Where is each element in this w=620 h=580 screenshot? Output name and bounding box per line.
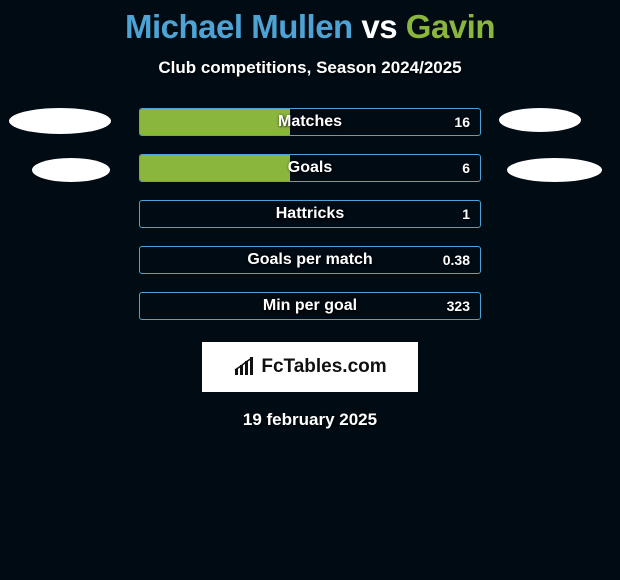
stat-value: 323 xyxy=(447,298,470,314)
stat-label: Min per goal xyxy=(140,297,480,315)
title-player-a: Michael Mullen xyxy=(125,8,353,45)
stat-label: Matches xyxy=(140,113,480,131)
title-vs: vs xyxy=(361,8,397,45)
decorative-oval-3 xyxy=(507,158,602,182)
decorative-oval-2 xyxy=(499,108,581,132)
stat-label: Goals xyxy=(140,159,480,177)
stat-row: Goals per match0.38 xyxy=(139,246,481,274)
stat-row: Goals6 xyxy=(139,154,481,182)
stat-value: 16 xyxy=(454,114,470,130)
stats-list: Matches16Goals6Hattricks1Goals per match… xyxy=(139,108,481,320)
subtitle: Club competitions, Season 2024/2025 xyxy=(0,58,620,78)
stat-row: Hattricks1 xyxy=(139,200,481,228)
date-label: 19 february 2025 xyxy=(0,410,620,430)
bars-icon xyxy=(233,357,257,377)
stat-value: 6 xyxy=(462,160,470,176)
stat-value: 0.38 xyxy=(443,252,470,268)
title-player-b: Gavin xyxy=(406,8,495,45)
logo-box[interactable]: FcTables.com xyxy=(202,342,418,392)
decorative-oval-1 xyxy=(32,158,110,182)
stat-row: Min per goal323 xyxy=(139,292,481,320)
stat-label: Hattricks xyxy=(140,205,480,223)
page-title: Michael Mullen vs Gavin xyxy=(0,0,620,46)
logo-text: FcTables.com xyxy=(261,356,386,378)
body-area: Matches16Goals6Hattricks1Goals per match… xyxy=(0,108,620,320)
stat-value: 1 xyxy=(462,206,470,222)
decorative-oval-0 xyxy=(9,108,111,134)
stat-row: Matches16 xyxy=(139,108,481,136)
stat-label: Goals per match xyxy=(140,251,480,269)
